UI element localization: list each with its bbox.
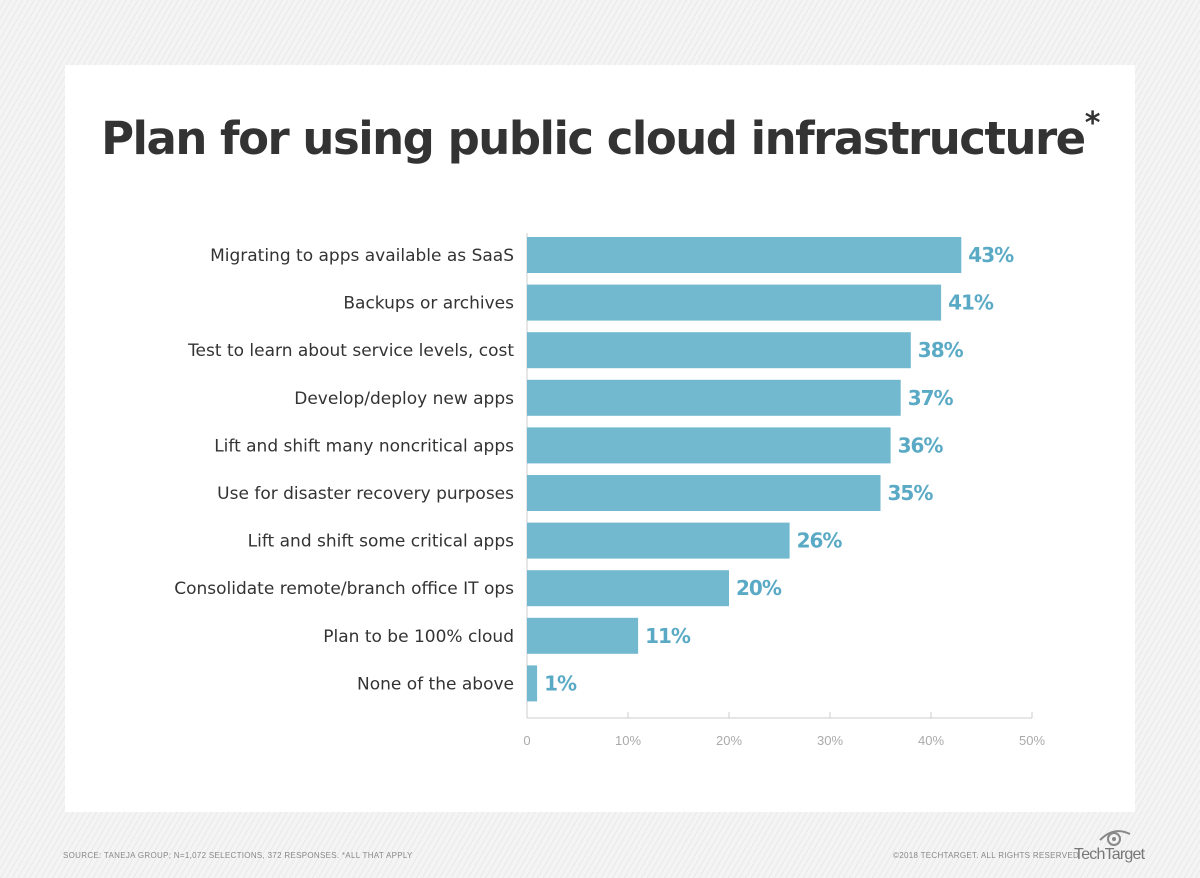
x-tick-label: 50% bbox=[1019, 733, 1045, 748]
data-label: 37% bbox=[908, 386, 954, 410]
data-label: 1% bbox=[544, 671, 577, 695]
bar bbox=[527, 332, 911, 369]
x-tick-label: 20% bbox=[716, 733, 742, 748]
chart-title: Plan for using public cloud infrastructu… bbox=[101, 106, 1100, 165]
data-label: 35% bbox=[888, 481, 934, 505]
copyright: ©2018 TECHTARGET. ALL RIGHTS RESERVED bbox=[893, 851, 1080, 860]
data-label: 11% bbox=[645, 624, 691, 648]
data-label: 26% bbox=[797, 529, 843, 553]
category-label: Lift and shift many noncritical apps bbox=[214, 436, 514, 456]
bar bbox=[527, 427, 891, 464]
category-label: None of the above bbox=[357, 674, 514, 694]
category-label: Lift and shift some critical apps bbox=[248, 532, 514, 552]
category-label: Plan to be 100% cloud bbox=[323, 627, 514, 647]
x-tick-label: 40% bbox=[918, 733, 944, 748]
bar bbox=[527, 665, 538, 702]
data-label: 38% bbox=[918, 338, 964, 362]
bar bbox=[527, 522, 790, 559]
bar bbox=[527, 475, 881, 511]
data-label: 43% bbox=[968, 243, 1014, 267]
category-label: Develop/deploy new apps bbox=[294, 389, 514, 409]
category-label: Migrating to apps available as SaaS bbox=[210, 246, 514, 266]
eye-icon bbox=[1099, 830, 1131, 846]
category-label: Consolidate remote/branch office IT ops bbox=[174, 579, 514, 599]
techtarget-logo: TechTarget bbox=[1074, 830, 1145, 863]
x-tick-label: 10% bbox=[615, 733, 641, 748]
bar bbox=[527, 617, 639, 654]
category-label: Backups or archives bbox=[343, 294, 514, 314]
source-note: SOURCE: TANEJA GROUP; N=1,072 SELECTIONS… bbox=[63, 851, 413, 860]
data-label: 36% bbox=[898, 433, 944, 457]
bar bbox=[527, 379, 901, 416]
bar bbox=[527, 570, 729, 607]
x-tick-label: 0 bbox=[523, 733, 530, 748]
data-label: 41% bbox=[948, 291, 994, 315]
bar bbox=[527, 284, 942, 321]
x-tick-label: 30% bbox=[817, 733, 843, 748]
category-label: Test to learn about service levels, cost bbox=[187, 341, 514, 361]
data-label: 20% bbox=[736, 576, 782, 600]
bar bbox=[527, 237, 962, 273]
category-label: Use for disaster recovery purposes bbox=[217, 484, 514, 504]
